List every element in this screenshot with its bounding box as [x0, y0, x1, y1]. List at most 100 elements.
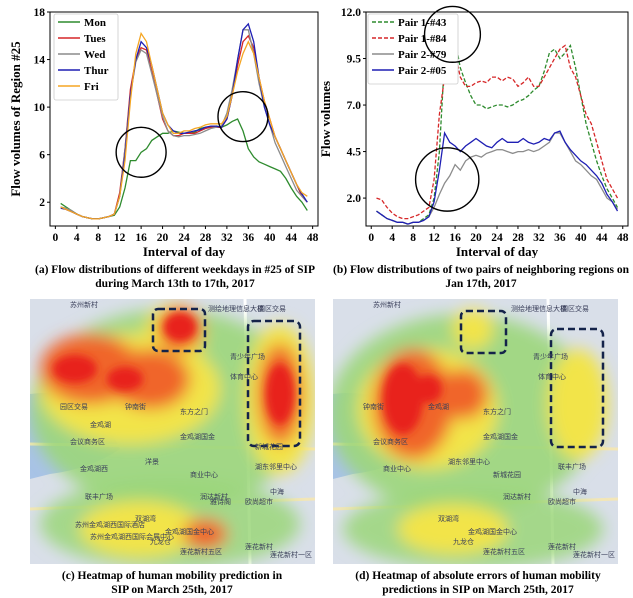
legend-label: Pair 1-#43	[398, 17, 447, 29]
map-label: 苏州金鸡湖西国际会展中心	[90, 532, 174, 541]
x-tick-label: 0	[368, 232, 374, 244]
heatmap-c: 苏州新村 测绘地理信息大楼 圆区交易青少年广场体育中心会议商务区 金鸡湖国金 园区交易 钟…	[30, 299, 315, 564]
map-label: 莲花新村	[245, 542, 273, 551]
map-label: 园区交易	[60, 402, 88, 411]
map-label: 湖东邻里中心	[448, 457, 490, 466]
map-label: 金鸡湖国金中心	[165, 527, 214, 536]
series-line-pair-2-05	[376, 130, 619, 225]
map-label: 联丰广场	[85, 492, 113, 501]
x-tick-label: 16	[449, 232, 461, 244]
legend: Pair 1-#43 Pair 1-#84 Pair 2-#79 Pair 2-#05	[367, 13, 459, 85]
y-tick-label: 7.0	[347, 100, 362, 112]
x-tick-label: 12	[428, 232, 440, 244]
x-tick-label: 24	[178, 232, 190, 244]
map-label: 金鸡湖国金	[180, 432, 215, 441]
legend-label: Thur	[84, 65, 109, 77]
map-label: 九龙仓	[453, 537, 474, 546]
y-tick-label: 4.5	[347, 147, 362, 159]
x-axis-label: Interval of day	[143, 244, 226, 258]
x-tick-label: 16	[135, 232, 147, 244]
annotation-circle	[115, 126, 167, 178]
map-label: 商业中心	[383, 464, 411, 473]
x-tick-label: 32	[533, 232, 545, 244]
chart-b-plot: 0 4 8 12 16 20 24 28 32 36 40 44 482.04.57.09.512.0I…	[318, 5, 629, 258]
map-label: 体育中心	[230, 372, 258, 381]
map-label: 测绘地理信息大楼	[511, 304, 567, 313]
map-label: 东方之门	[180, 407, 208, 416]
x-tick-label: 40	[575, 232, 587, 244]
map-label: 金鸡湖国金	[483, 432, 518, 441]
x-axis-label: Interval of day	[456, 244, 539, 258]
y-tick-label: 2	[39, 197, 45, 209]
legend-label: Pair 1-#84	[398, 33, 447, 45]
chart-a-plot: 0 4 8 12 16 20 24 28 32 36 40 44 4826101418Interval …	[8, 7, 319, 258]
legend-label: Fri	[84, 81, 99, 93]
annotation-circle	[423, 5, 482, 63]
map-label: 联丰广场	[558, 462, 586, 471]
heat-layer	[30, 304, 315, 564]
highlight-box-north	[459, 309, 508, 355]
y-tick-label: 14	[34, 55, 46, 67]
heat-hotspots	[53, 313, 294, 424]
map-label: 双湖湾	[438, 514, 459, 523]
map-label: 青少年广场	[533, 352, 568, 361]
map-label: 会议商务区	[70, 437, 105, 446]
map-label: 欧尚超市	[245, 497, 273, 506]
x-tick-label: 4	[389, 232, 395, 244]
highlight-box-east	[549, 327, 605, 449]
map-label: 苏州金鸡湖西国际酒店	[75, 520, 145, 529]
x-tick-label: 8	[95, 232, 101, 244]
series-line-pair-1-84	[376, 44, 619, 220]
y-axis-label: Flow volumes	[318, 81, 333, 157]
legend-label: Wed	[84, 49, 105, 61]
map-label: 商业中心	[190, 470, 218, 479]
y-tick-label: 9.5	[347, 54, 362, 66]
chart-b: 0 4 8 12 16 20 24 28 32 36 40 44 482.04.57.09.512.0I…	[318, 5, 629, 258]
map-label: 钟南街	[363, 402, 384, 411]
heatmap-d: 苏州新村 测绘地理信息大楼 圆区交易青少年广场体育中心金鸡湖国金 钟南街 金鸡湖东方之门…	[333, 299, 618, 564]
map-label: 钟南街	[125, 402, 146, 411]
y-tick-label: 2.0	[347, 193, 362, 205]
map-label: 莲花新村	[548, 542, 576, 551]
y-tick-label: 10	[34, 102, 46, 114]
map-label: 东方之门	[483, 407, 511, 416]
map-label: 中海	[270, 487, 284, 496]
map-label: 莲花新村一区	[270, 550, 312, 559]
map-label: 洋景	[145, 457, 159, 466]
map-label: 莲花新村一区	[573, 550, 615, 559]
x-tick-label: 48	[617, 232, 629, 244]
heat-layer	[333, 309, 608, 564]
highlight-box-north	[151, 307, 207, 353]
series-line-pair-2-79	[376, 132, 619, 225]
map-label: 湖东邻里中心	[255, 462, 297, 471]
map-label: 金鸡湖国金中心	[468, 527, 517, 536]
map-label: 体育中心	[538, 372, 566, 381]
map-label: 苏州新村	[70, 300, 98, 309]
map-label: 金鸡湖	[428, 402, 449, 411]
map-label: 青少年广场	[230, 352, 265, 361]
x-tick-label: 8	[410, 232, 416, 244]
annotation-circle	[217, 90, 269, 143]
x-tick-label: 44	[285, 232, 297, 244]
legend-label: Mon	[84, 17, 106, 29]
legend-label: Pair 2-#05	[398, 65, 447, 77]
map-label: 九龙仓	[150, 537, 171, 546]
map-label: 圆区交易	[258, 304, 286, 313]
map-label: 金鸡湖西	[80, 464, 108, 473]
y-tick-label: 18	[34, 7, 46, 19]
map-label: 双湖湾	[135, 514, 156, 523]
legend-label: Pair 2-#79	[398, 49, 447, 61]
x-tick-label: 20	[157, 232, 169, 244]
map-label: 中海	[573, 487, 587, 496]
map-label: 测绘地理信息大楼	[208, 304, 264, 313]
x-tick-label: 36	[243, 232, 255, 244]
x-tick-label: 0	[52, 232, 58, 244]
caption-a: (a) Flow distributions of different week…	[35, 264, 315, 290]
map-label: 苏州新村	[373, 300, 401, 309]
map-label: 圆区交易	[561, 304, 589, 313]
x-tick-label: 28	[200, 232, 212, 244]
map-label: 新城花园	[255, 442, 283, 451]
map-label: 会议商务区	[373, 437, 408, 446]
